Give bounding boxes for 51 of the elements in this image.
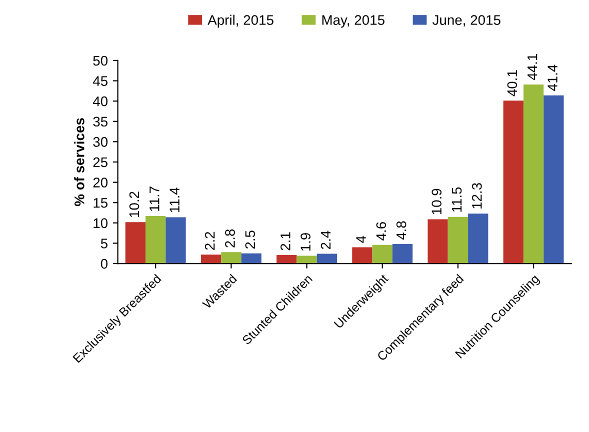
bar <box>392 244 413 264</box>
data-label: 2.5 <box>245 230 256 249</box>
data-label: 41.4 <box>548 64 558 92</box>
data-label: 10.9 <box>432 188 442 214</box>
data-label: 11.7 <box>150 186 160 211</box>
data-label: 4 <box>356 236 366 243</box>
y-tick-label: 50 <box>93 56 108 66</box>
y-tick-label: 10 <box>94 218 108 228</box>
bar <box>146 216 166 264</box>
bar <box>523 84 544 264</box>
data-label: 11.5 <box>452 187 462 212</box>
bar <box>448 216 468 264</box>
y-tick-label: 0 <box>100 258 108 269</box>
bar <box>352 247 372 264</box>
data-label: 44.1 <box>528 54 538 80</box>
legend-label: April, 2015 <box>208 14 274 28</box>
data-label: 4.8 <box>396 221 406 240</box>
data-label: 2.8 <box>225 229 235 248</box>
legend-label: June, 2015 <box>432 15 500 27</box>
bar <box>428 219 448 264</box>
data-label: 1.9 <box>300 233 310 251</box>
bar <box>503 100 524 264</box>
bar <box>241 253 262 264</box>
bar <box>372 244 392 264</box>
y-tick-label: 30 <box>93 137 108 147</box>
y-tick-label: 45 <box>92 76 108 86</box>
bar <box>125 222 146 264</box>
legend-label: May, 2015 <box>322 15 384 28</box>
bar <box>200 254 222 264</box>
y-tick-label: 25 <box>93 157 108 168</box>
y-tick-label: 35 <box>93 116 108 127</box>
data-label: 4.6 <box>376 222 386 240</box>
y-axis-title: % of services <box>74 118 84 206</box>
bar <box>468 214 488 264</box>
data-label: 2.2 <box>204 232 215 250</box>
data-label: 2.4 <box>320 230 331 250</box>
bar <box>316 254 338 264</box>
bar <box>166 217 186 264</box>
y-tick-label: 40 <box>92 96 108 106</box>
y-tick-label: 5 <box>100 238 108 248</box>
bar <box>276 254 297 264</box>
data-label: 10.2 <box>129 192 140 217</box>
bar <box>544 95 564 264</box>
data-label: 2.1 <box>280 232 290 250</box>
bar <box>221 252 242 264</box>
data-label: 12.3 <box>472 183 482 208</box>
bar <box>296 256 317 264</box>
data-label: 40.1 <box>507 70 518 96</box>
y-tick-label: 15 <box>94 198 108 208</box>
y-tick-label: 20 <box>93 178 108 188</box>
data-label: 11.4 <box>170 188 180 212</box>
